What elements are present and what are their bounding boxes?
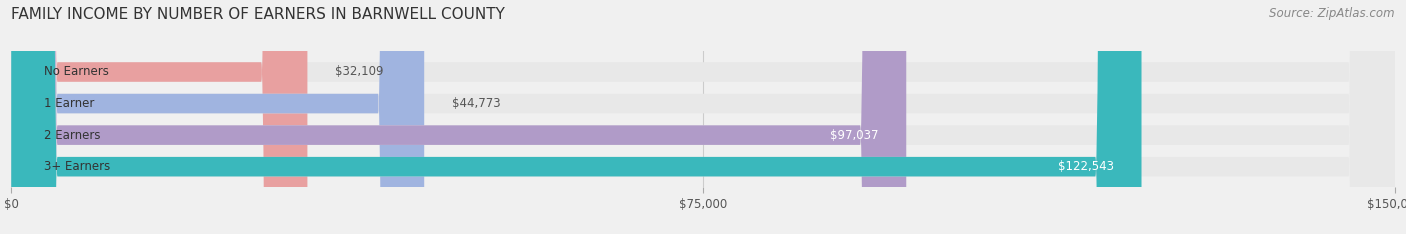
Text: $32,109: $32,109 bbox=[335, 66, 384, 78]
Text: $44,773: $44,773 bbox=[451, 97, 501, 110]
FancyBboxPatch shape bbox=[11, 0, 425, 234]
Text: Source: ZipAtlas.com: Source: ZipAtlas.com bbox=[1270, 7, 1395, 20]
FancyBboxPatch shape bbox=[11, 0, 308, 234]
FancyBboxPatch shape bbox=[11, 0, 907, 234]
Text: 3+ Earners: 3+ Earners bbox=[44, 160, 110, 173]
Text: No Earners: No Earners bbox=[44, 66, 108, 78]
FancyBboxPatch shape bbox=[11, 0, 1395, 234]
FancyBboxPatch shape bbox=[11, 0, 1395, 234]
Text: FAMILY INCOME BY NUMBER OF EARNERS IN BARNWELL COUNTY: FAMILY INCOME BY NUMBER OF EARNERS IN BA… bbox=[11, 7, 505, 22]
FancyBboxPatch shape bbox=[11, 0, 1395, 234]
FancyBboxPatch shape bbox=[11, 0, 1395, 234]
Text: 1 Earner: 1 Earner bbox=[44, 97, 94, 110]
Text: $122,543: $122,543 bbox=[1057, 160, 1114, 173]
FancyBboxPatch shape bbox=[11, 0, 1142, 234]
Text: $97,037: $97,037 bbox=[830, 129, 879, 142]
Text: 2 Earners: 2 Earners bbox=[44, 129, 100, 142]
